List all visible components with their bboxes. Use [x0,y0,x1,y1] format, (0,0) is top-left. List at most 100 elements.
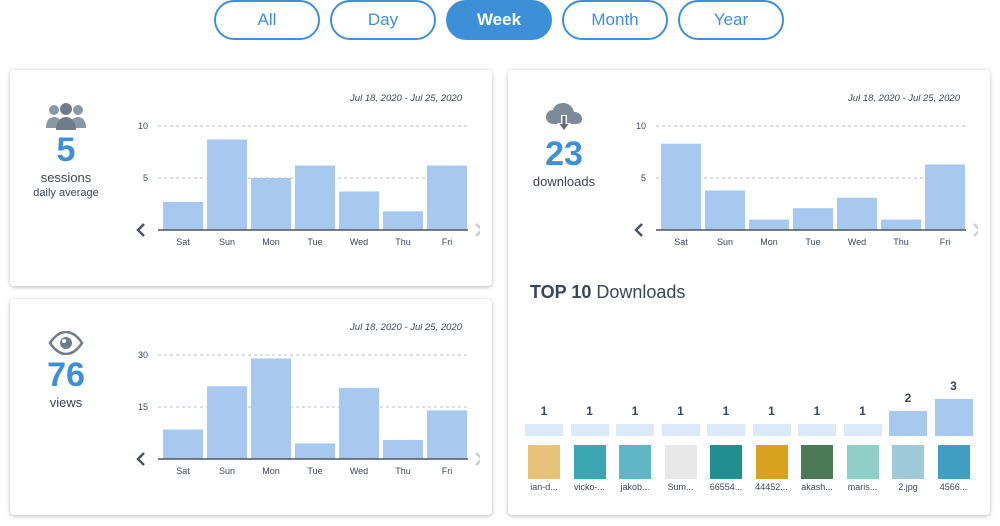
file-thumbnail[interactable] [573,445,606,479]
file-name[interactable]: 66554... [709,482,743,492]
y-tick-label: 5 [143,173,148,183]
x-tick-label: Wed [350,466,368,476]
file-thumbnail[interactable] [664,445,697,479]
x-tick-label: Sun [219,237,235,247]
download-bar [707,423,745,436]
y-tick-label: 10 [636,121,646,131]
download-bar [525,423,563,436]
top10-item[interactable]: 1 66554... [707,375,745,495]
file-name[interactable]: Sum... [667,482,694,492]
next-week-icon[interactable] [475,223,484,237]
download-count: 1 [813,403,821,418]
download-bar [616,423,654,436]
file-name[interactable]: 4566... [939,482,968,492]
top10-item[interactable]: 3 4566... [934,375,973,495]
download-count: 1 [631,403,639,418]
date-range: Jul 18, 2020 - Jul 25, 2020 [848,93,960,104]
download-count: 1 [677,403,684,418]
download-bar [934,398,973,436]
prev-week-icon[interactable] [136,223,145,237]
file-thumbnail[interactable] [755,445,788,479]
x-tick-label: Tue [307,237,322,247]
top10-item[interactable]: 1 jakob... [616,375,654,495]
top10-item[interactable]: 2 2.jpg [889,375,927,495]
top10-item[interactable]: 1 akash... [798,375,836,495]
top10-title-bold: TOP 10 [530,282,592,302]
downloads-chart: 5 10 Sat Sun Mon Tue Wed Thu Fri [628,110,982,260]
bar-thu [383,211,423,230]
download-count: 2 [904,391,912,405]
file-name[interactable]: jakob... [620,482,650,492]
download-count: 1 [586,403,593,418]
top10-item[interactable]: 1 vicko-... [570,375,609,495]
download-bar [843,423,882,436]
top10-title-rest: Downloads [591,282,686,302]
next-week-icon[interactable] [973,223,982,237]
bar-wed [339,191,379,230]
sessions-label: sessions [40,170,92,185]
y-tick-label: 30 [138,350,148,360]
download-count: 1 [722,403,730,418]
file-name[interactable]: ian-d... [530,482,558,492]
eye-icon [48,331,84,355]
prev-week-icon[interactable] [136,452,145,466]
sessions-card: 5 sessions daily average Jul 18, 2020 - … [10,70,492,286]
tab-week[interactable]: Week [446,0,552,40]
file-thumbnail[interactable] [892,445,924,479]
file-thumbnail[interactable] [528,445,560,479]
file-thumbnail[interactable] [846,445,879,479]
top10-item[interactable]: 1 ian-d... [525,375,563,495]
download-bar [570,423,609,436]
x-tick-label: Thu [893,237,909,247]
downloads-label: downloads [532,174,596,189]
views-label: views [49,395,83,410]
tab-all[interactable]: All [214,0,320,40]
sessions-value: 5 [56,131,76,169]
users-icon [46,103,86,130]
bar-sat [661,143,701,230]
sessions-chart-svg: 5 10 Sat Sun Mon Tue Wed Thu Fri [136,121,484,247]
file-thumbnail[interactable] [937,445,970,479]
top10-chart: 1 ian-d... 1 vicko-... 1 jakob... 1 Sum... 1 6655… [525,375,977,495]
file-thumbnail[interactable] [801,445,833,479]
top10-item[interactable]: 1 44452... [752,375,791,495]
prev-week-icon[interactable] [634,223,643,237]
top10-item[interactable]: 1 maris... [843,375,882,495]
y-tick-label: 15 [138,402,148,412]
y-tick-label: 5 [641,173,646,183]
file-name[interactable]: vicko-... [573,482,605,492]
tab-day[interactable]: Day [330,0,436,40]
tab-year[interactable]: Year [678,0,784,40]
file-name[interactable]: 2.jpg [898,482,918,492]
file-thumbnail[interactable] [710,445,742,479]
file-name[interactable]: maris... [847,482,878,492]
bar-sun [207,386,247,459]
period-tabs: All Day Week Month Year [214,0,784,40]
x-tick-label: Sun [717,237,733,247]
downloads-stat: 23 downloads [508,102,620,190]
bar-mon [749,219,789,230]
downloads-value: 23 [545,135,583,173]
bar-mon [251,178,291,230]
bar-sat [163,429,203,459]
file-thumbnail[interactable] [619,445,651,479]
download-count: 1 [768,403,775,418]
file-name[interactable]: 44452... [755,482,788,492]
top10-item[interactable]: 1 Sum... [661,375,700,495]
file-name[interactable]: akash... [801,482,833,492]
bar-wed [837,197,877,230]
tab-month[interactable]: Month [562,0,668,40]
x-tick-label: Mon [262,466,280,476]
x-tick-label: Thu [395,237,411,247]
next-week-icon[interactable] [475,452,484,466]
bar-tue [793,208,833,230]
x-tick-label: Sat [176,237,190,247]
y-tick-label: 10 [138,121,148,131]
bar-tue [295,443,335,459]
sessions-sublabel: daily average [33,187,99,199]
cloud-download-icon [546,103,582,132]
bar-fri [427,165,467,230]
download-bar [752,423,791,436]
sessions-chart: 5 10 Sat Sun Mon Tue Wed Thu Fri [130,110,484,260]
bar-thu [881,219,921,230]
